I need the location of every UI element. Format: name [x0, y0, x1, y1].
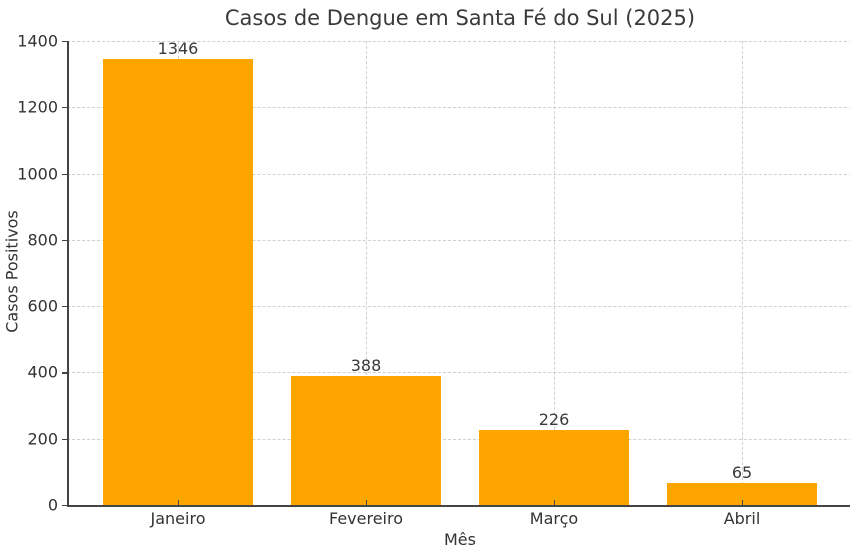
y-gridline: [67, 306, 850, 308]
x-axis-label: Mês: [444, 530, 476, 549]
chart-title: Casos de Dengue em Santa Fé do Sul (2025…: [224, 6, 696, 30]
x-tick: [554, 500, 556, 505]
y-tick: [62, 173, 67, 175]
x-tick-label: Abril: [723, 509, 761, 528]
y-tick-label: 1400: [17, 31, 58, 51]
x-gridline: [554, 41, 555, 505]
x-gridline: [366, 41, 367, 505]
x-axis-line: [67, 505, 850, 507]
x-tick: [742, 500, 744, 505]
bar-fevereiro: [291, 376, 441, 505]
y-tick: [62, 505, 67, 507]
y-tick-label: 0: [47, 495, 58, 515]
y-tick: [62, 239, 67, 242]
y-gridline: [67, 372, 850, 374]
x-tick: [366, 500, 368, 505]
y-gridline: [67, 173, 850, 175]
x-tick-label: Fevereiro: [328, 509, 403, 528]
y-tick: [62, 438, 67, 440]
bar-value-label: 388: [350, 356, 382, 376]
plot-area: 0 200 400 600 800 1000 1200 1400 1346 Janeiro 388 F…: [17, 32, 850, 528]
y-gridline: [67, 438, 850, 440]
x-tick-label: Janeiro: [150, 509, 206, 528]
y-gridline: [67, 239, 850, 241]
y-tick: [62, 372, 67, 374]
y-axis-line: [67, 41, 69, 506]
bar-abril: [667, 483, 817, 505]
y-axis-label: Casos Positivos: [2, 210, 22, 333]
bar-value-label: 1346: [157, 38, 199, 58]
y-tick-label: 1000: [17, 164, 58, 184]
y-tick: [62, 41, 67, 43]
bar-março: [479, 430, 629, 505]
x-tick: [178, 500, 180, 505]
y-tick-label: 400: [27, 362, 58, 382]
y-tick: [62, 107, 67, 109]
y-tick-label: 800: [27, 230, 58, 250]
y-gridline: [67, 41, 850, 42]
y-tick-label: 200: [27, 429, 58, 449]
y-tick-label: 600: [27, 296, 58, 316]
bar-value-label: 226: [538, 410, 570, 430]
bar-janeiro: [103, 58, 253, 505]
y-tick-label: 1200: [17, 97, 58, 117]
x-gridline: [742, 41, 743, 505]
y-tick: [62, 306, 67, 308]
y-gridline: [67, 107, 850, 109]
bar-value-label: 65: [731, 463, 753, 483]
x-tick-label: Março: [529, 509, 579, 528]
